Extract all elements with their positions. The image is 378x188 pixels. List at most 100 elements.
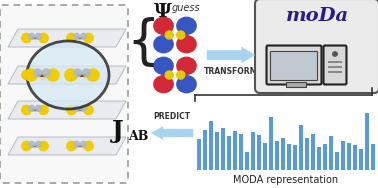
Bar — [257, 135, 261, 170]
Bar — [203, 130, 207, 170]
Text: MODA representation: MODA representation — [234, 175, 339, 185]
Circle shape — [47, 69, 59, 81]
Circle shape — [36, 33, 41, 39]
Circle shape — [34, 69, 42, 77]
Circle shape — [81, 105, 87, 111]
FancyArrowPatch shape — [207, 47, 255, 63]
Bar — [359, 149, 363, 170]
Ellipse shape — [153, 75, 174, 93]
Bar — [281, 137, 285, 170]
FancyArrowPatch shape — [151, 126, 193, 140]
Text: AB: AB — [128, 130, 149, 143]
Text: moDa: moDa — [285, 7, 349, 25]
Bar — [209, 121, 213, 170]
Text: Ψ: Ψ — [154, 3, 172, 21]
Bar — [353, 145, 357, 170]
Ellipse shape — [153, 57, 174, 75]
Circle shape — [67, 141, 76, 151]
Circle shape — [67, 33, 76, 43]
Bar — [328, 61, 342, 63]
Bar — [233, 131, 237, 170]
Circle shape — [22, 141, 31, 151]
Bar — [328, 65, 342, 68]
Bar — [323, 144, 327, 170]
Bar — [263, 143, 267, 170]
Circle shape — [87, 69, 99, 81]
Polygon shape — [8, 101, 126, 119]
Circle shape — [67, 105, 76, 115]
Ellipse shape — [176, 35, 197, 53]
Circle shape — [177, 31, 185, 39]
Bar — [286, 82, 306, 87]
Circle shape — [84, 70, 93, 80]
FancyBboxPatch shape — [271, 52, 318, 80]
Circle shape — [74, 69, 81, 77]
Bar — [197, 139, 201, 170]
Bar — [275, 141, 279, 170]
Circle shape — [25, 69, 37, 81]
Bar — [287, 144, 291, 170]
Circle shape — [84, 141, 93, 151]
Bar — [305, 137, 309, 170]
Bar — [293, 145, 297, 170]
Bar — [371, 144, 375, 170]
Circle shape — [165, 31, 173, 39]
Circle shape — [36, 105, 41, 111]
Circle shape — [81, 33, 87, 39]
Text: {: { — [126, 17, 160, 69]
Circle shape — [22, 70, 31, 80]
Circle shape — [74, 105, 80, 111]
Circle shape — [29, 70, 34, 76]
Bar — [269, 117, 273, 170]
Bar — [299, 124, 303, 170]
Text: guess: guess — [172, 3, 201, 13]
Circle shape — [84, 33, 93, 43]
Circle shape — [36, 70, 41, 76]
Bar — [215, 132, 219, 170]
Circle shape — [36, 141, 41, 147]
Circle shape — [39, 70, 48, 80]
Circle shape — [29, 141, 34, 147]
Circle shape — [81, 70, 87, 76]
Polygon shape — [8, 137, 126, 155]
FancyBboxPatch shape — [324, 45, 347, 84]
Circle shape — [39, 141, 48, 151]
FancyBboxPatch shape — [0, 5, 128, 183]
Circle shape — [82, 69, 90, 77]
Bar — [227, 136, 231, 170]
FancyBboxPatch shape — [266, 45, 322, 84]
Circle shape — [84, 105, 93, 115]
Text: PREDICT: PREDICT — [153, 112, 191, 121]
Circle shape — [29, 33, 34, 39]
Bar — [365, 113, 369, 170]
Bar — [239, 134, 243, 170]
Ellipse shape — [153, 17, 174, 35]
Circle shape — [22, 105, 31, 115]
Bar — [328, 70, 342, 73]
FancyBboxPatch shape — [255, 0, 378, 93]
Circle shape — [22, 33, 31, 43]
Polygon shape — [8, 66, 126, 84]
Circle shape — [333, 52, 337, 56]
Bar — [317, 147, 321, 170]
Polygon shape — [8, 29, 126, 47]
Ellipse shape — [153, 35, 174, 53]
Bar — [245, 152, 249, 170]
Circle shape — [39, 105, 48, 115]
Circle shape — [74, 141, 80, 147]
Bar — [329, 136, 333, 170]
Bar — [311, 134, 315, 170]
Text: J: J — [112, 119, 124, 143]
Circle shape — [81, 141, 87, 147]
Ellipse shape — [176, 57, 197, 75]
Ellipse shape — [176, 75, 197, 93]
Ellipse shape — [176, 17, 197, 35]
Circle shape — [67, 70, 76, 80]
Bar — [221, 128, 225, 170]
Circle shape — [165, 71, 173, 79]
Bar — [251, 132, 255, 170]
Ellipse shape — [27, 41, 109, 109]
Circle shape — [177, 71, 185, 79]
Circle shape — [29, 105, 34, 111]
Circle shape — [74, 33, 80, 39]
